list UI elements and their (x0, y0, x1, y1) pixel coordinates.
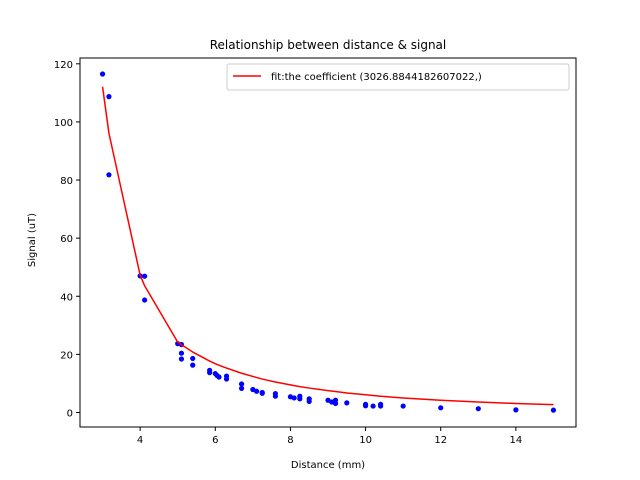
data-point (190, 355, 196, 362)
data-point (190, 362, 196, 368)
data-point (142, 273, 148, 279)
x-tick-label: 10 (359, 435, 372, 446)
data-point (106, 94, 112, 100)
y-axis-label: Signal (uT) (27, 213, 38, 267)
plot-area (99, 71, 557, 413)
data-point (550, 407, 557, 413)
y-tick-label: 40 (60, 292, 73, 303)
legend: fit:the coefficient (3026.8844182607022,… (226, 63, 570, 91)
data-point (259, 390, 265, 396)
y-tick-label: 80 (60, 176, 73, 187)
data-point (142, 297, 148, 303)
legend-label-fit: fit:the coefficient (3026.8844182607022,… (271, 72, 482, 83)
x-axis: 4 6 8 10 12 14 (137, 427, 522, 446)
chart-title: Relationship between distance & signal (210, 38, 447, 52)
y-tick-label: 60 (60, 234, 73, 245)
data-point (207, 370, 213, 376)
x-tick-label: 6 (212, 435, 218, 446)
data-point (362, 403, 369, 409)
y-tick-label: 120 (54, 60, 73, 71)
data-point (254, 388, 260, 394)
data-point (178, 356, 185, 362)
data-point (106, 172, 112, 178)
data-point (370, 403, 376, 409)
y-axis: 0 20 40 60 80 100 120 (54, 60, 80, 419)
data-point (400, 403, 406, 409)
data-point (297, 396, 303, 402)
x-tick-label: 4 (137, 435, 143, 446)
data-point (238, 381, 245, 387)
data-point (99, 71, 106, 77)
data-point (438, 405, 444, 411)
x-axis-label: Distance (mm) (291, 460, 365, 471)
x-tick-label: 12 (434, 435, 447, 446)
legend-box (226, 63, 570, 91)
x-tick-label: 8 (287, 435, 293, 446)
data-point (344, 400, 350, 406)
y-tick-label: 20 (60, 350, 73, 361)
data-point (475, 406, 481, 412)
data-point (216, 374, 222, 380)
axes-border (79, 57, 577, 428)
y-tick-label: 100 (54, 118, 73, 129)
data-point (238, 385, 245, 391)
x-tick-label: 14 (510, 435, 523, 446)
data-point (332, 400, 339, 407)
data-point (178, 350, 185, 356)
data-point (378, 403, 384, 409)
data-point (513, 407, 519, 413)
data-point (291, 395, 297, 401)
y-tick-label: 0 (67, 408, 73, 419)
fit-line (101, 86, 554, 406)
data-point (272, 393, 278, 399)
data-point (223, 376, 230, 382)
axes-frame (79, 57, 577, 428)
data-point (306, 398, 312, 405)
